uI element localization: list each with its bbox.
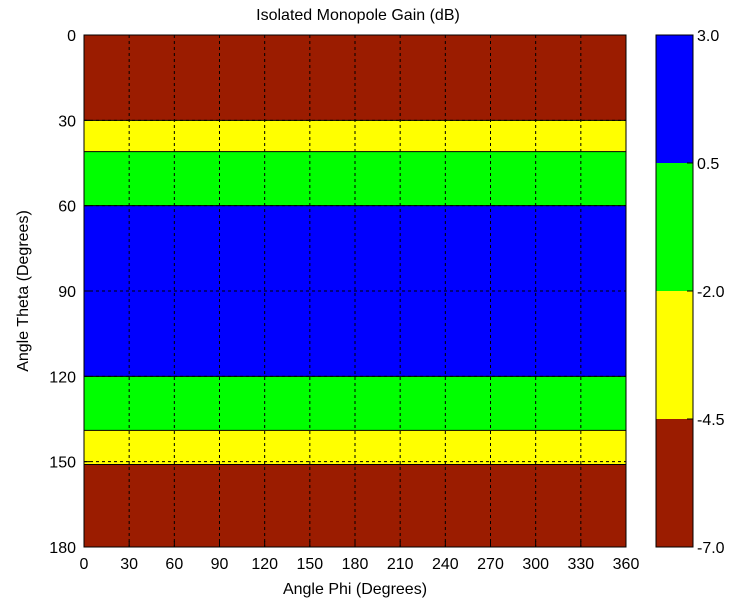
x-tick-label-6: 180 (342, 556, 369, 573)
colorbar-tick-label-3: -4.5 (697, 412, 725, 429)
x-tick-label-7: 210 (387, 556, 414, 573)
y-axis: 0 30 60 90 120 150 180 (49, 28, 90, 557)
x-tick-label-10: 300 (522, 556, 549, 573)
x-tick-label-0: 0 (80, 556, 89, 573)
heatmap-band-5 (84, 430, 626, 465)
y-tick-label-3: 90 (58, 284, 76, 301)
x-tick-label-12: 360 (613, 556, 640, 573)
colorbar (656, 35, 693, 547)
y-tick-label-2: 60 (58, 199, 76, 216)
colorbar-ticks: 3.0 0.5 -2.0 -4.5 -7.0 (687, 28, 725, 557)
y-tick-label-6: 180 (49, 540, 76, 557)
x-tick-label-1: 30 (120, 556, 138, 573)
heatmap-band-2 (84, 151, 626, 206)
x-tick-label-11: 330 (567, 556, 594, 573)
y-tick-label-1: 30 (58, 113, 76, 130)
colorbar-segment-2 (656, 163, 693, 291)
colorbar-tick-label-0: 3.0 (697, 28, 719, 45)
x-tick-label-3: 90 (211, 556, 229, 573)
colorbar-segment-1 (656, 291, 693, 419)
y-tick-label-0: 0 (67, 28, 76, 45)
colorbar-segment-3 (656, 35, 693, 163)
colorbar-tick-label-2: -2.0 (697, 284, 725, 301)
x-tick-label-5: 150 (296, 556, 323, 573)
x-axis-label: Angle Phi (Degrees) (283, 581, 427, 598)
colorbar-tick-label-1: 0.5 (697, 156, 719, 173)
x-tick-label-4: 120 (251, 556, 278, 573)
x-tick-label-9: 270 (477, 556, 504, 573)
grid-lines (84, 35, 626, 547)
colorbar-segment-0 (656, 419, 693, 547)
y-tick-label-5: 150 (49, 455, 76, 472)
x-axis: 0 30 60 90 120 150 180 210 240 270 300 330 360 (80, 541, 640, 573)
x-tick-label-2: 60 (165, 556, 183, 573)
colorbar-tick-label-4: -7.0 (697, 540, 725, 557)
y-tick-label-4: 120 (49, 369, 76, 386)
y-axis-label: Angle Theta (Degrees) (15, 210, 32, 372)
chart-title: Isolated Monopole Gain (dB) (256, 7, 460, 24)
x-tick-label-8: 240 (432, 556, 459, 573)
